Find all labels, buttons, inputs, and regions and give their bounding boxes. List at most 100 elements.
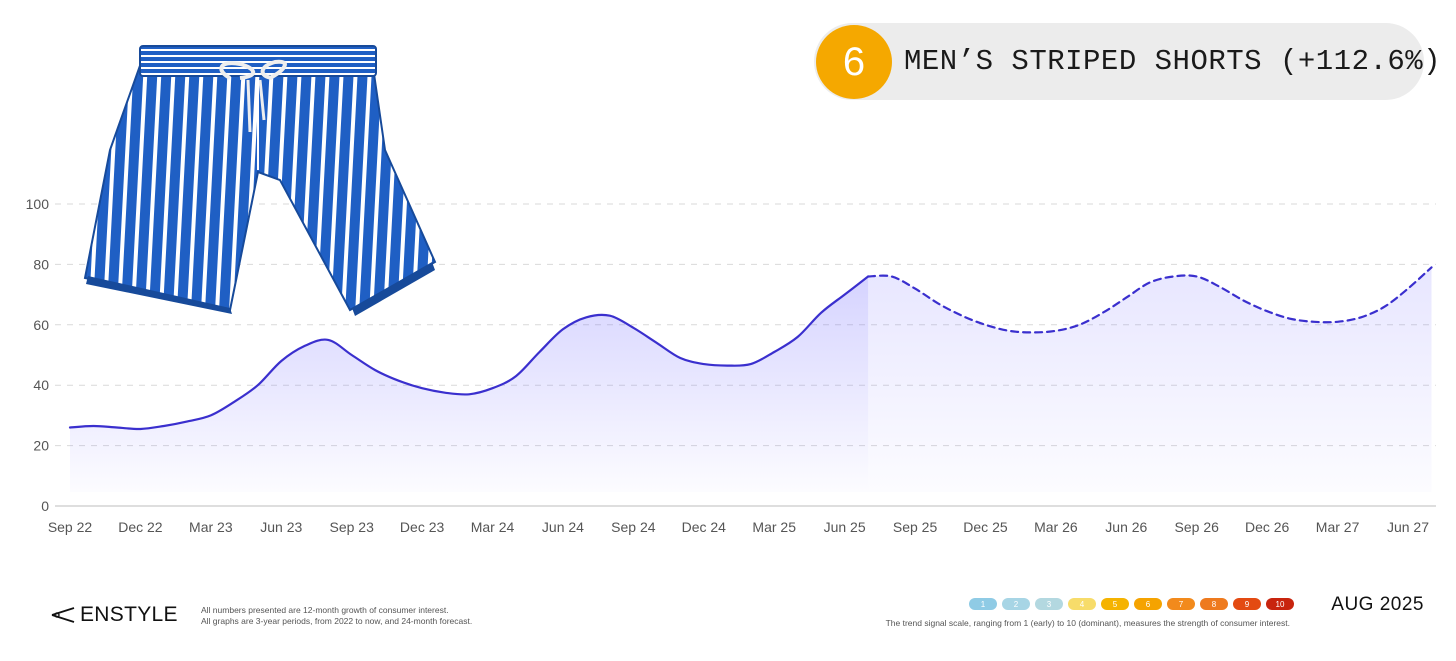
forecast-point: [1008, 330, 1010, 332]
history-point: [257, 384, 259, 386]
x-tick-label: Sep 22: [48, 519, 93, 535]
forecast-point: [1196, 275, 1198, 277]
signal-scale-caption: The trend signal scale, ranging from 1 (…: [885, 618, 1290, 628]
x-tick-label: Dec 23: [400, 519, 445, 535]
signal-level-1: 1: [969, 598, 997, 610]
history-point: [515, 375, 517, 377]
forecast-point: [1125, 297, 1127, 299]
y-tick-label: 40: [33, 377, 49, 393]
signal-level-10: 10: [1266, 598, 1294, 610]
history-point: [421, 387, 423, 389]
forecast-point: [1266, 310, 1268, 312]
x-tick-label: Jun 25: [824, 519, 866, 535]
history-point: [726, 365, 728, 367]
y-tick-label: 60: [33, 317, 49, 333]
history-point: [92, 425, 94, 427]
x-tick-label: Dec 24: [682, 519, 727, 535]
history-point: [280, 360, 282, 362]
footnote-line-2: All graphs are 3-year periods, from 2022…: [201, 616, 473, 626]
forecast-point: [867, 275, 869, 277]
history-point: [116, 426, 118, 428]
trend-title: MEN’S STRIPED SHORTS (+112.6%): [904, 45, 1442, 78]
history-point: [186, 420, 188, 422]
signal-level-4: 4: [1068, 598, 1096, 610]
brand-logo: ENSTYLE: [50, 603, 178, 627]
history-point: [656, 342, 658, 344]
forecast-point: [1031, 331, 1033, 333]
forecast-point: [984, 324, 986, 326]
history-point: [163, 425, 165, 427]
history-point: [750, 363, 752, 365]
forecast-area: [868, 267, 1432, 492]
x-tick-label: Mar 24: [471, 519, 515, 535]
forecast-point: [1313, 321, 1315, 323]
x-tick-label: Jun 24: [542, 519, 584, 535]
footnote: All numbers presented are 12-month growt…: [201, 605, 472, 627]
x-tick-label: Mar 23: [189, 519, 233, 535]
forecast-point: [1360, 316, 1362, 318]
chart-area-fills: [70, 267, 1432, 492]
history-point: [538, 351, 540, 353]
x-tick-label: Dec 22: [118, 519, 163, 535]
history-point: [679, 357, 681, 359]
x-tick-label: Sep 26: [1175, 519, 1220, 535]
y-tick-label: 80: [33, 256, 49, 272]
history-point: [233, 401, 235, 403]
x-tick-label: Jun 26: [1105, 519, 1147, 535]
forecast-point: [1430, 266, 1432, 268]
history-point: [585, 316, 587, 318]
history-point: [69, 426, 71, 428]
forecast-point: [1384, 306, 1386, 308]
forecast-point: [914, 288, 916, 290]
history-point: [773, 351, 775, 353]
history-point: [304, 345, 306, 347]
trend-title-pill: [814, 23, 1424, 100]
history-point: [844, 294, 846, 296]
forecast-point: [891, 275, 893, 277]
forecast-point: [1149, 282, 1151, 284]
scissors-mark-icon: [51, 607, 75, 623]
footnote-line-1: All numbers presented are 12-month growt…: [201, 605, 449, 615]
history-point: [210, 414, 212, 416]
signal-level-8: 8: [1200, 598, 1228, 610]
history-point: [562, 328, 564, 330]
forecast-point: [1055, 330, 1057, 332]
forecast-point: [961, 315, 963, 317]
signal-level-7: 7: [1167, 598, 1195, 610]
x-tick-label: Sep 23: [329, 519, 374, 535]
x-tick-label: Dec 26: [1245, 519, 1290, 535]
history-point: [139, 428, 141, 430]
y-tick-label: 0: [41, 498, 49, 514]
history-point: [351, 354, 353, 356]
rank-badge: 6: [816, 25, 892, 99]
x-tick-label: Jun 27: [1387, 519, 1429, 535]
y-tick-label: 20: [33, 438, 49, 454]
history-point: [609, 315, 611, 317]
history-area: [70, 276, 869, 492]
forecast-point: [1243, 300, 1245, 302]
history-point: [374, 369, 376, 371]
history-line: [68, 275, 870, 431]
x-tick-label: Mar 27: [1316, 519, 1360, 535]
history-point: [468, 393, 470, 395]
y-tick-label: 100: [26, 196, 50, 212]
forecast-point: [1219, 286, 1221, 288]
x-tick-label: Mar 26: [1034, 519, 1078, 535]
x-tick-label: Sep 24: [611, 519, 656, 535]
signal-level-3: 3: [1035, 598, 1063, 610]
history-point: [632, 327, 634, 329]
y-axis-ticks: 0 20 40 60 80 100: [26, 196, 50, 514]
signal-scale: 1 2 3 4 5 6 7 8 9 10: [969, 598, 1294, 610]
forecast-point: [1290, 318, 1292, 320]
forecast-point: [1102, 312, 1104, 314]
x-axis-ticks: Sep 22 Dec 22 Mar 23 Jun 23 Sep 23 Dec 23 Mar …: [48, 519, 1429, 535]
forecast-point: [1337, 321, 1339, 323]
history-point: [445, 392, 447, 394]
history-point: [703, 363, 705, 365]
forecast-point: [1407, 288, 1409, 290]
signal-level-9: 9: [1233, 598, 1261, 610]
striped-swim-shorts-image: [83, 45, 437, 316]
signal-level-2: 2: [1002, 598, 1030, 610]
forecast-point: [938, 303, 940, 305]
